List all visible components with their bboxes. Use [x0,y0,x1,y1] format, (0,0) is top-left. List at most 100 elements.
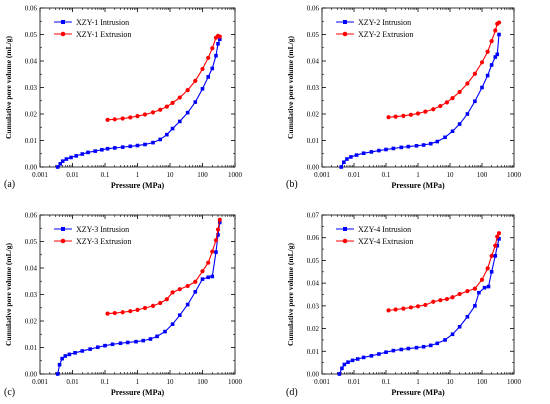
series-extrusion [105,217,222,316]
y-tick-label: 0.00 [25,371,38,379]
chart-panel: 0.001 0.01 0.1 1 10 100 1000 0.00 0.01 0.02 0.03 0.… [4,212,243,399]
x-tick-label: 10 [447,378,455,386]
x-tick-label: 0.1 [101,171,110,179]
data-point [354,153,359,157]
data-point [125,340,130,345]
data-point [393,114,398,119]
data-point [165,132,169,137]
series-extrusion [105,33,222,122]
data-point [193,290,198,294]
data-point [401,113,406,118]
y-tick-label: 0.01 [307,348,320,356]
data-point [386,308,391,313]
data-point [185,110,190,115]
data-point [118,341,123,346]
data-point [472,286,478,291]
data-point [377,352,381,356]
data-point [150,110,156,115]
series-line [57,222,221,375]
x-tick-label: 0.001 [314,378,330,386]
panel-label: (d) [286,387,298,398]
data-point [193,279,198,284]
data-point [105,146,110,151]
data-point [386,115,391,120]
y-tick-label: 0.04 [307,58,320,66]
data-point [55,372,60,376]
data-point [63,354,68,358]
data-point [170,126,175,131]
data-point [128,144,133,149]
data-point [443,338,447,342]
data-point [406,346,411,351]
data-point [428,343,433,348]
data-point [55,165,60,169]
y-tick-label: 0.04 [25,58,38,66]
data-point [128,309,133,314]
y-tick-label: 0.04 [307,280,320,288]
data-point [443,135,447,140]
data-point [128,115,133,120]
data-point [346,360,350,364]
data-point [450,129,455,134]
data-point [164,297,169,302]
data-point [200,87,205,91]
data-point [88,347,92,351]
data-point [493,254,498,258]
data-point [465,314,470,319]
data-point [217,37,222,42]
data-point [95,345,100,350]
data-point [428,141,433,146]
data-point [497,237,501,241]
data-point [489,253,494,258]
x-tick-label: 0.1 [101,378,110,386]
legend: XZY-1 Intrusion XZY-1 Extrusion [54,18,131,39]
data-point [391,348,396,353]
data-point [345,157,349,161]
series-extrusion [386,20,502,120]
data-point [217,217,222,222]
data-point [142,305,148,311]
data-point [350,358,355,363]
y-tick-label: 0.06 [25,5,38,13]
data-point [393,307,398,312]
y-tick-label: 0.03 [307,84,320,92]
x-tick-label: 0.01 [348,171,361,179]
data-point [485,73,490,78]
y-tick-label: 0.01 [25,137,38,145]
data-point [480,85,484,90]
data-point [415,111,421,116]
legend-label: XZY-4 Extrusion [358,237,413,246]
data-point [493,243,498,248]
y-tick-label: 0.02 [307,325,320,333]
plot-frame [321,214,515,375]
data-point [143,142,147,147]
data-point [479,60,485,65]
data-point [431,299,436,304]
data-point [214,53,218,58]
data-point [86,150,90,155]
chart-panel: 0.001 0.01 0.1 1 10 100 1000 0.00 0.01 0.02 0.03 0.… [4,5,243,191]
data-point [472,71,478,76]
data-point [431,107,436,112]
y-tick-label: 0.00 [307,371,320,379]
data-point [399,347,404,352]
data-point [341,160,346,165]
panel-label: (b) [286,179,298,190]
x-axis-label: Pressure (MPa) [111,388,165,397]
x-axis-label: Pressure (MPa) [391,388,445,397]
data-point [120,116,125,121]
data-point [438,298,443,303]
y-tick-label: 0.02 [25,318,38,326]
y-axis-label: Cumulative pore volume (mL/g) [286,36,295,139]
y-tick-label: 0.00 [307,164,320,172]
x-tick-label: 0.001 [32,378,48,386]
legend-label: XZY-3 Extrusion [76,237,131,246]
data-point [457,89,462,95]
x-tick-label: 10 [167,378,175,386]
y-axis-label: Cumulative pore volume (mL/g) [4,36,13,139]
data-point [170,322,175,326]
data-point [155,334,159,339]
x-tick-label: 1000 [228,378,243,386]
data-point [486,284,491,289]
data-point [74,154,79,158]
